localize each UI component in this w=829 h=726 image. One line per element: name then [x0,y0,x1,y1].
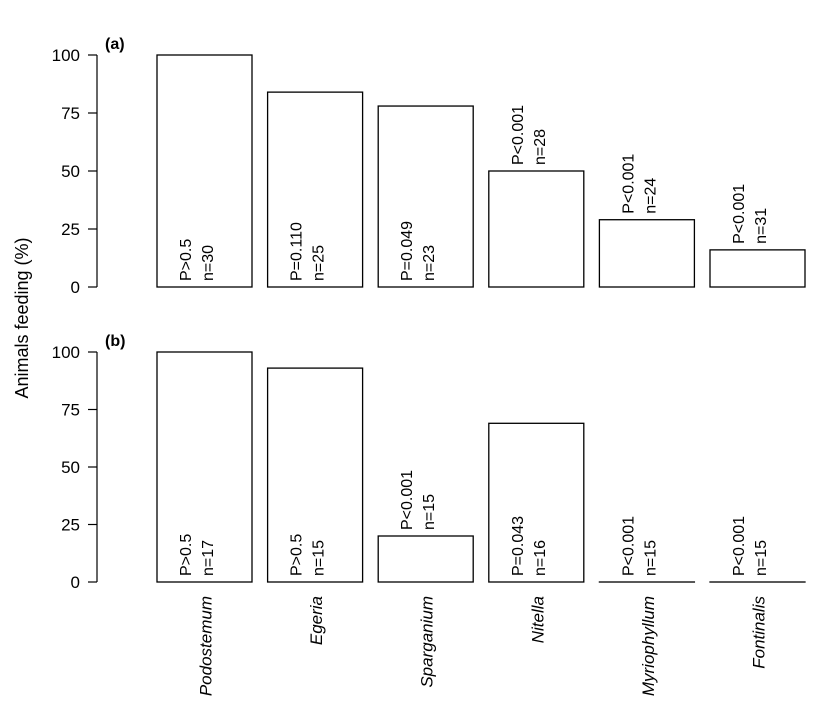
y-axis-label: Animals feeding (%) [12,237,32,398]
y-tick-label: 0 [71,573,80,592]
bar [599,220,694,287]
n-label: n=28 [532,129,549,165]
x-tick-label: Fontinalis [750,596,769,669]
p-label: P>0.5 [289,534,306,576]
n-label: n=15 [311,540,328,576]
x-tick-label: Podostemum [197,596,216,696]
x-tick-label: Nitella [528,596,547,643]
p-label: P<0.001 [620,516,637,576]
p-label: P<0.001 [510,105,527,165]
x-tick-label: Myriophyllum [639,596,658,696]
panel-label: (a) [105,36,125,53]
p-label: P<0.001 [620,154,637,214]
bar [489,171,584,287]
bar [378,536,473,582]
n-label: n=17 [200,540,217,576]
n-label: n=30 [200,245,217,281]
p-label: P=0.043 [510,516,527,576]
p-label: P<0.001 [731,184,748,244]
p-label: P=0.110 [289,222,306,281]
p-label: P<0.001 [399,470,416,530]
n-label: n=15 [421,494,438,530]
p-label: P<0.001 [731,516,748,576]
y-tick-label: 75 [61,104,80,123]
x-tick-label: Egeria [307,596,326,645]
n-label: n=15 [753,540,770,576]
n-label: n=31 [753,208,770,244]
p-label: P>0.5 [178,239,195,281]
panel-label: (b) [105,333,125,350]
y-tick-label: 25 [61,220,80,239]
y-tick-label: 25 [61,516,80,535]
n-label: n=16 [532,540,549,576]
y-tick-label: 50 [61,458,80,477]
bar [710,250,805,287]
y-tick-label: 75 [61,401,80,420]
n-label: n=23 [421,245,438,281]
p-label: P=0.049 [399,221,416,281]
y-tick-label: 100 [52,46,80,65]
y-tick-label: 0 [71,278,80,297]
p-label: P>0.5 [178,534,195,576]
y-tick-label: 50 [61,162,80,181]
n-label: n=24 [642,178,659,214]
n-label: n=25 [311,245,328,281]
x-tick-label: Sparganium [418,596,437,688]
figure: Animals feeding (%) (a) 0 25 50 75 100 P>0.5 n=… [0,0,829,726]
n-label: n=15 [642,540,659,576]
y-tick-label: 100 [52,343,80,362]
